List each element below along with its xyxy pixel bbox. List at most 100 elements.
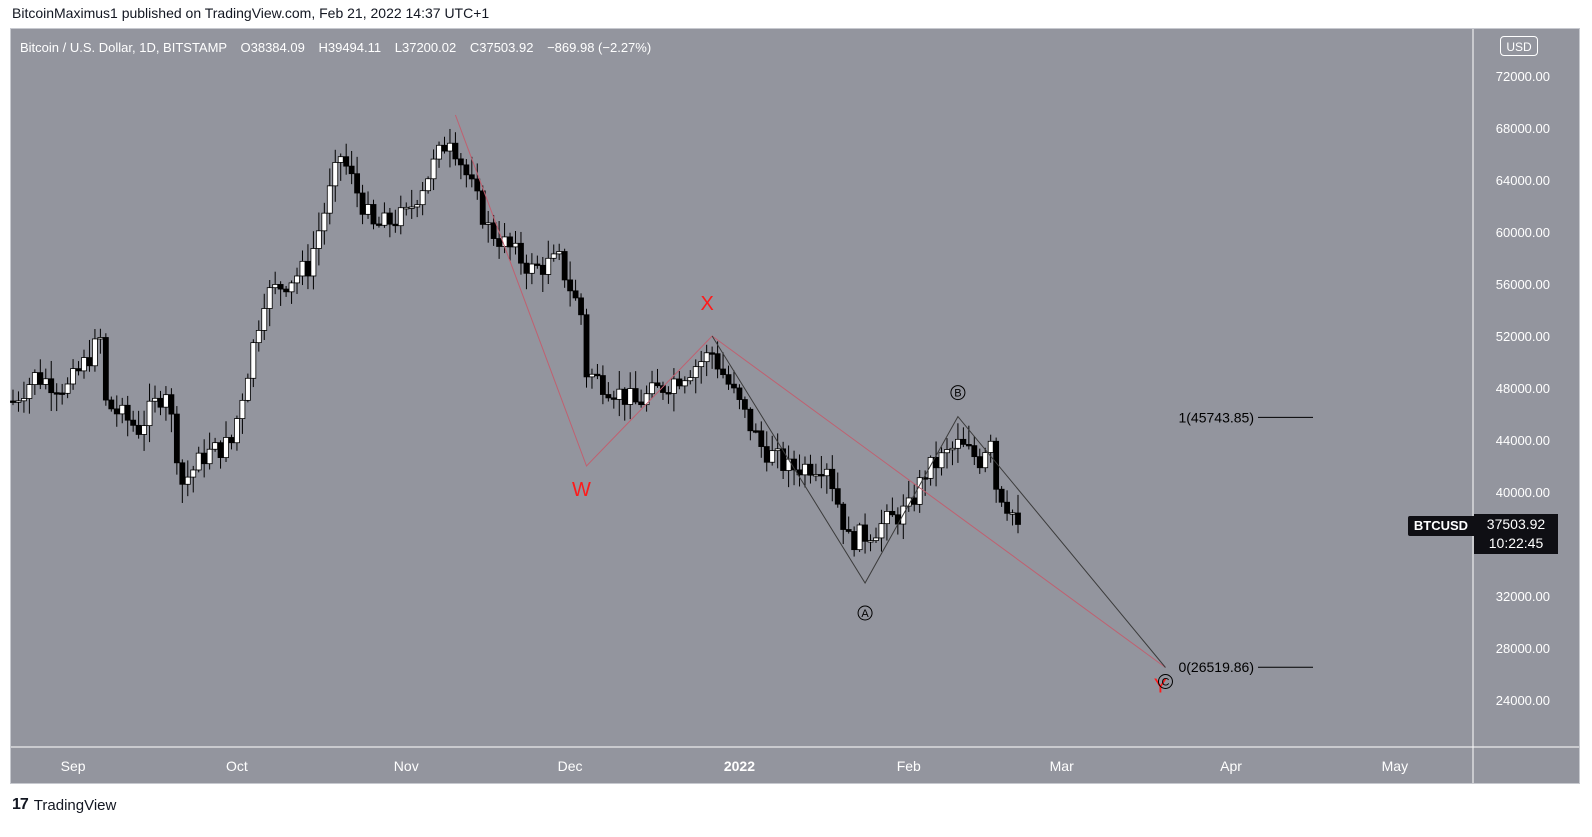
candle-body bbox=[152, 397, 158, 402]
candle-body bbox=[244, 377, 251, 401]
y-tick-label: 48000.00 bbox=[1496, 381, 1550, 396]
candle-body bbox=[807, 463, 814, 476]
published-header: BitcoinMaximus1 published on TradingView… bbox=[12, 5, 490, 21]
candle-body bbox=[190, 469, 197, 478]
y-tick-label: 40000.00 bbox=[1496, 485, 1550, 500]
candle-body bbox=[949, 447, 956, 451]
candle-body bbox=[802, 463, 808, 476]
candle-body bbox=[168, 394, 175, 415]
candle-body bbox=[616, 388, 623, 400]
candle-body bbox=[348, 165, 355, 175]
candle-body bbox=[359, 192, 366, 215]
candle-body bbox=[436, 144, 442, 160]
candle-body bbox=[408, 206, 415, 209]
candle-body bbox=[332, 162, 339, 187]
candle-body bbox=[561, 251, 568, 281]
y-tick-label: 56000.00 bbox=[1496, 277, 1550, 292]
candle-body bbox=[763, 446, 770, 463]
candle-body bbox=[933, 457, 939, 469]
candle-body bbox=[157, 397, 164, 408]
fib-level-label: 1(45743.85) bbox=[1178, 409, 1254, 425]
candle-body bbox=[37, 372, 44, 385]
candle-body bbox=[785, 458, 792, 471]
candle-body bbox=[638, 401, 645, 406]
candle-body bbox=[305, 260, 311, 277]
candle-body bbox=[184, 476, 191, 485]
wave-label-b: B bbox=[954, 388, 961, 400]
y-tick-label: 32000.00 bbox=[1496, 589, 1550, 604]
candle-body bbox=[26, 384, 33, 399]
candle-body bbox=[670, 378, 677, 394]
footer-brand[interactable]: 17 TradingView bbox=[12, 796, 116, 814]
candle-body bbox=[649, 382, 655, 395]
candle-body bbox=[212, 442, 218, 450]
wxy-wave-line bbox=[454, 114, 1166, 668]
low-value: 37200.02 bbox=[401, 40, 457, 55]
candle-body bbox=[370, 204, 377, 225]
candle-body bbox=[223, 437, 229, 458]
candle-body bbox=[441, 144, 448, 152]
candle-body bbox=[599, 375, 606, 395]
y-tick-label: 68000.00 bbox=[1496, 121, 1550, 136]
candle-body bbox=[960, 438, 967, 445]
candle-body bbox=[840, 503, 847, 530]
candle-body bbox=[594, 373, 601, 377]
open-label: O bbox=[240, 40, 251, 55]
candle-body bbox=[845, 529, 852, 532]
candle-body bbox=[998, 488, 1005, 503]
candle-body bbox=[392, 223, 399, 227]
x-tick-label: Feb bbox=[897, 758, 921, 774]
candle-body bbox=[195, 452, 202, 471]
candle-body bbox=[10, 400, 16, 403]
candle-body bbox=[976, 456, 983, 469]
candle-body bbox=[75, 368, 82, 372]
candle-body bbox=[135, 424, 142, 435]
candle-body bbox=[108, 399, 115, 410]
x-tick-label: May bbox=[1382, 758, 1408, 774]
candle-body bbox=[905, 497, 912, 507]
candle-body bbox=[31, 372, 38, 385]
candle-body bbox=[425, 178, 432, 192]
candle-body bbox=[457, 158, 464, 166]
candle-body bbox=[856, 524, 863, 551]
candle-body bbox=[430, 158, 437, 180]
candle-body bbox=[971, 445, 978, 458]
candle-body bbox=[747, 408, 754, 432]
candle-body bbox=[474, 178, 481, 192]
candle-body bbox=[911, 497, 918, 505]
candle-body bbox=[507, 236, 513, 248]
candle-body bbox=[386, 212, 393, 225]
candle-body bbox=[113, 408, 120, 415]
candle-body bbox=[567, 279, 574, 292]
candle-body bbox=[829, 468, 836, 490]
x-tick-label: Dec bbox=[558, 758, 583, 774]
candle-body bbox=[217, 442, 224, 458]
last-price-tag: 37503.92 10:22:45 bbox=[1474, 514, 1558, 554]
candle-body bbox=[496, 238, 503, 247]
candle-body bbox=[589, 373, 595, 378]
candle-body bbox=[419, 190, 426, 206]
candle-body bbox=[315, 230, 322, 249]
candle-body bbox=[987, 440, 994, 453]
change-value: −869.98 (−2.27%) bbox=[547, 40, 652, 55]
symbol-legend: Bitcoin / U.S. Dollar, 1D, BITSTAMP O383… bbox=[20, 40, 651, 55]
candle-body bbox=[479, 190, 486, 225]
candle-body bbox=[725, 374, 732, 385]
wave-label-w: W bbox=[572, 479, 591, 501]
wave-circle-b bbox=[950, 385, 966, 401]
y-tick-label: 52000.00 bbox=[1496, 329, 1550, 344]
candle-body bbox=[97, 337, 104, 340]
candle-body bbox=[703, 352, 710, 363]
candle-body bbox=[769, 450, 776, 463]
high-value: 39494.11 bbox=[327, 40, 382, 55]
candle-body bbox=[823, 468, 830, 477]
fib-level-label: 0(26519.86) bbox=[1178, 659, 1254, 675]
candle-body bbox=[556, 251, 563, 255]
candle-body bbox=[676, 378, 683, 387]
candle-body bbox=[64, 383, 71, 394]
last-price-value: 37503.92 bbox=[1486, 516, 1546, 532]
candle-body bbox=[867, 540, 874, 543]
candle-body bbox=[119, 404, 126, 415]
currency-button[interactable]: USD bbox=[1500, 36, 1538, 56]
